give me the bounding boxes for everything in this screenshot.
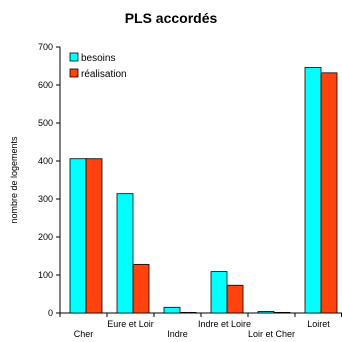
bar-réalisation-1 — [132, 263, 150, 314]
legend: besoins réalisation — [69, 52, 127, 80]
bar-besoins-3 — [210, 271, 228, 314]
bar-réalisation-4 — [273, 311, 291, 314]
bar-besoins-1 — [116, 193, 134, 314]
x-category-label: Loir et Cher — [248, 329, 295, 339]
legend-swatch — [69, 52, 79, 62]
x-category-label: Indre et Loire — [198, 319, 251, 329]
x-category-label: Eure et Loir — [107, 319, 154, 329]
y-tick-label: 500 — [38, 118, 53, 128]
bar-besoins-2 — [163, 306, 181, 314]
legend-swatch — [69, 68, 79, 78]
y-tick-label: 200 — [38, 232, 53, 242]
legend-label: besoins — [81, 53, 115, 64]
y-tick-label: 600 — [38, 80, 53, 90]
x-category-label: Loiret — [307, 319, 330, 329]
y-tick-label: 400 — [38, 156, 53, 166]
y-axis-label: nombre de logements — [9, 136, 19, 224]
y-tick-label: 100 — [38, 270, 53, 280]
y-tick-label: 0 — [48, 308, 53, 318]
legend-label: réalisation — [81, 69, 127, 80]
x-category-label: Cher — [74, 329, 94, 339]
chart-title: PLS accordés — [125, 10, 218, 26]
bar-réalisation-0 — [85, 158, 103, 314]
plot-area: 0 100 200 300 400 500 600 700 Cher Eure et Loir In… — [38, 42, 342, 339]
bar-réalisation-3 — [226, 284, 244, 314]
bar-besoins-5 — [304, 67, 322, 314]
bar-besoins-4 — [257, 311, 275, 314]
bar-réalisation-2 — [179, 311, 197, 314]
bar-réalisation-5 — [320, 72, 338, 314]
x-category-label: Indre — [167, 329, 188, 339]
y-tick-label: 300 — [38, 194, 53, 204]
bar-besoins-0 — [69, 158, 87, 314]
y-tick-label: 700 — [38, 42, 53, 52]
